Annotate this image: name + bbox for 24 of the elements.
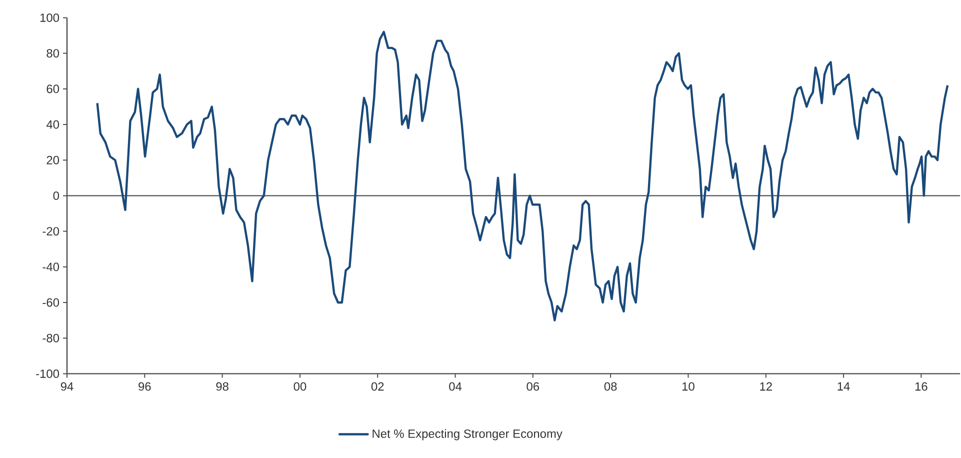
x-tick-label: 04 [449,382,462,391]
y-tick-label: 0 [53,191,60,200]
y-tick-label: -100 [36,369,60,378]
y-tick-label: 20 [46,156,60,164]
x-tick-label: 98 [216,382,228,391]
y-tick-label: -20 [42,227,60,236]
x-tick-label: 02 [371,382,384,391]
legend-label: Net % Expecting Stronger Economy [372,429,562,440]
y-tick-label: 40 [46,120,60,129]
y-tick-label: -40 [42,262,60,272]
x-tick-label: 06 [526,382,540,391]
y-tick-label: 100 [40,13,60,22]
x-tick-label: 14 [838,382,850,390]
y-tick-label: -80 [42,334,60,342]
x-tick-label: 10 [682,382,694,391]
x-tick-label: 08 [604,382,617,391]
y-tick-label: 80 [46,49,60,58]
x-tick-label: 16 [915,382,928,391]
x-tick-label: 00 [294,382,306,391]
y-tick-label: 60 [46,84,60,94]
y-tick-label: -60 [42,298,60,307]
x-tick-label: 12 [760,382,772,391]
x-tick-label: 94 [60,382,74,391]
x-tick-label: 96 [138,382,151,391]
